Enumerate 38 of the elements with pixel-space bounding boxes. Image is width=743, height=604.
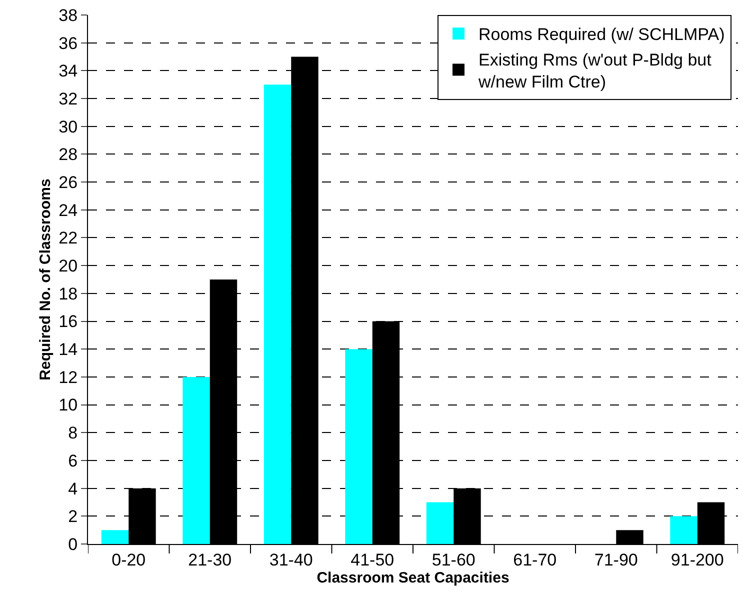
x-tick-label: 71-90: [594, 550, 638, 570]
y-tick-label: 24: [58, 200, 78, 220]
bar: [670, 516, 698, 544]
x-tick-label: 91-200: [670, 550, 724, 570]
y-tick-label: 30: [58, 117, 78, 136]
x-tick-label: 0-20: [112, 550, 146, 570]
bar: [101, 530, 129, 544]
y-tick-label: 38: [58, 6, 78, 25]
bar: [264, 84, 292, 544]
bar: [345, 349, 372, 544]
y-tick-label: 32: [58, 89, 78, 108]
y-tick-label: 28: [58, 145, 78, 164]
y-tick-label: 36: [58, 34, 78, 53]
bar: [182, 376, 210, 544]
x-tick-label: 61-70: [513, 550, 557, 570]
y-tick-label: 6: [68, 451, 78, 470]
legend-label: Rooms Required (w/ SCHLMPA): [478, 25, 725, 44]
x-tick-label: 51-60: [432, 550, 476, 570]
y-tick-label: 14: [58, 340, 78, 360]
bar: [426, 502, 454, 544]
y-tick-label: 8: [68, 424, 78, 443]
y-tick-label: 22: [58, 228, 78, 248]
y-tick-label: 20: [58, 256, 78, 276]
x-tick-label: 41-50: [350, 550, 394, 570]
y-tick-label: 16: [58, 312, 78, 332]
y-tick-label: 12: [58, 368, 78, 387]
legend-label: Existing Rms (w'out P-Bldg but w/new Film Ctre): [478, 50, 712, 92]
x-tick-label: 21-30: [188, 550, 232, 570]
y-tick-label: 2: [68, 507, 78, 526]
y-tick-label: 10: [58, 396, 78, 415]
y-axis-title: Required No. of Classrooms: [36, 178, 54, 380]
x-axis-title: Classroom Seat Capacities: [316, 569, 510, 586]
y-tick-label: 26: [58, 173, 78, 192]
y-tick-label: 18: [58, 284, 78, 304]
y-tick-label: 4: [68, 479, 78, 498]
x-tick-label: 31-40: [269, 550, 313, 570]
y-tick-label: 34: [58, 62, 78, 81]
y-tick-label: 0: [68, 534, 78, 554]
